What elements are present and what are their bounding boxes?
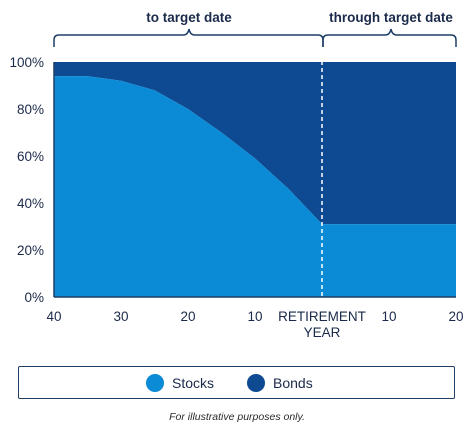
bracket-annotations: to target date through target date <box>53 10 457 47</box>
legend-label-stocks: Stocks <box>172 375 215 391</box>
x-tick-label: RETIREMENT YEAR <box>278 309 366 340</box>
plot-area <box>53 47 456 298</box>
bonds-area <box>54 62 456 225</box>
stocks-area <box>54 76 456 297</box>
y-tick-label: 60% <box>17 149 44 164</box>
legend-item-bonds: Bonds <box>247 373 313 393</box>
y-tick-label: 40% <box>17 196 44 211</box>
x-tick-label: 30 <box>113 309 128 324</box>
legend: Stocks Bonds <box>18 366 455 399</box>
footnote: For illustrative purposes only. <box>169 411 305 423</box>
legend-item-stocks: Stocks <box>146 373 214 393</box>
x-tick-label: 20 <box>180 309 195 324</box>
left-bracket-label: to target date <box>146 10 232 25</box>
y-tick-label: 0% <box>24 290 44 305</box>
x-tick-label: 10 <box>381 309 396 324</box>
y-tick-label: 100% <box>9 55 44 70</box>
x-tick-label: 10 <box>247 309 262 324</box>
stocks-swatch <box>146 374 164 392</box>
y-tick-label: 20% <box>17 243 44 258</box>
y-tick-label: 80% <box>17 102 44 117</box>
right-bracket <box>322 28 457 47</box>
x-axis: 40 30 20 10 RETIREMENT YEAR 10 20 <box>46 309 463 340</box>
x-tick-label: 40 <box>46 309 61 324</box>
left-bracket <box>53 28 324 47</box>
x-tick-label: 20 <box>448 309 463 324</box>
right-bracket-label: through target date <box>329 10 453 25</box>
legend-label-bonds: Bonds <box>273 375 313 391</box>
bonds-swatch <box>247 374 265 392</box>
y-axis: 0% 20% 40% 60% 80% 100% <box>9 55 44 305</box>
